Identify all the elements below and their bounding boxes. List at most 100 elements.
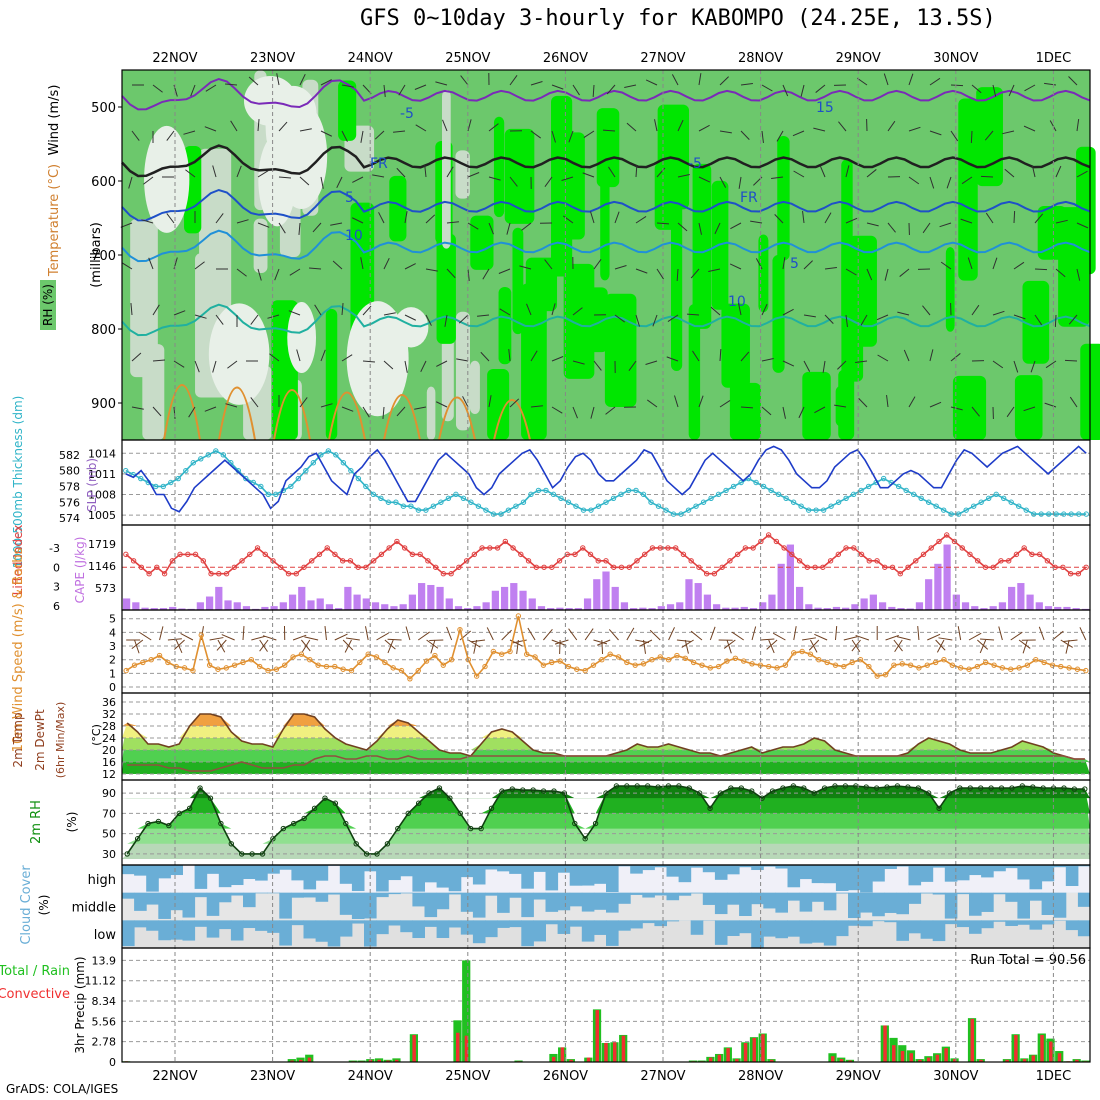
cloud-fill xyxy=(606,892,619,913)
cloud-fill xyxy=(630,920,643,929)
cloud-fill xyxy=(497,865,510,872)
thickness-line-point xyxy=(340,460,347,466)
wind-barb xyxy=(446,166,454,178)
contour-label: 10 xyxy=(345,228,363,244)
wind-barb xyxy=(635,314,640,327)
wind-barb xyxy=(526,303,532,316)
lifted-index-line-point xyxy=(409,551,416,558)
lifted-index-line-point xyxy=(944,532,950,538)
wind-barb xyxy=(288,310,301,316)
lifted-index-line-point xyxy=(1021,545,1027,551)
precip-tick: 11.12 xyxy=(85,975,117,988)
cloud-fill xyxy=(956,920,970,928)
cape-bar xyxy=(639,607,647,610)
thickness-line-point xyxy=(1046,511,1052,517)
rh-patch xyxy=(958,98,978,281)
wind-barb xyxy=(551,356,564,362)
rh-tick: 30 xyxy=(102,848,116,861)
lifted-index-line-point xyxy=(572,551,578,558)
lifted-index-line-point xyxy=(951,538,958,545)
lifted-index-line-point xyxy=(998,558,1004,564)
wind-speed-line-point xyxy=(123,667,129,674)
legend-slp: SLP (mb) xyxy=(85,458,99,512)
lifted-index-line-point xyxy=(680,551,687,558)
rh-line-point xyxy=(925,790,932,796)
thickness-line-point xyxy=(123,467,129,474)
cloud-fill xyxy=(618,892,631,904)
cape-bar xyxy=(1063,606,1071,610)
wind-tick: 1 xyxy=(109,667,116,680)
wind-barb xyxy=(929,176,935,189)
cape-bar xyxy=(630,608,638,610)
wind-barb xyxy=(654,119,658,132)
wind-speed-line-point xyxy=(582,667,588,674)
cape-bar xyxy=(906,608,914,610)
rh-patch xyxy=(287,302,317,374)
cloud-fill xyxy=(666,865,680,877)
thickness-line-point xyxy=(760,483,767,490)
lifted-index-line-point xyxy=(471,551,478,558)
cape-bar xyxy=(795,586,804,610)
wind-barb xyxy=(278,222,286,234)
thickness-line-point xyxy=(295,475,302,482)
cloud-fill xyxy=(1053,865,1067,868)
lifted-index-line-point xyxy=(494,545,501,551)
cloud-fill xyxy=(642,920,655,924)
wind-barb xyxy=(686,313,700,316)
rh-patch xyxy=(573,287,608,353)
wind-barb xyxy=(690,630,703,641)
precip-conv-bar xyxy=(717,1054,722,1062)
wind-barb xyxy=(803,314,816,318)
temperature-contour-warm xyxy=(218,386,256,441)
cloud-fill xyxy=(218,865,232,888)
date-label-bottom: 25NOV xyxy=(445,1069,490,1084)
cloud-fill xyxy=(823,892,837,911)
lifted-index-line-point xyxy=(309,558,315,564)
wind-speed-line-point xyxy=(265,667,271,674)
rh-patch xyxy=(721,303,750,388)
wind-barb xyxy=(488,222,494,235)
wind-barb xyxy=(471,639,486,643)
thickness-line-point xyxy=(738,479,744,486)
cloud-row-label: middle xyxy=(72,901,116,916)
thickness-line-point xyxy=(153,483,159,490)
precip-conv-bar xyxy=(761,1034,765,1062)
wind-barb xyxy=(1034,314,1043,326)
cloud-fill xyxy=(315,920,329,942)
date-label-bottom: 1DEC xyxy=(1036,1069,1072,1084)
wind-barb xyxy=(761,303,768,316)
cape-bar xyxy=(703,594,712,610)
wind-barb xyxy=(332,260,343,270)
wind-barb xyxy=(819,165,826,178)
wind-barb xyxy=(903,349,910,362)
cloud-fill xyxy=(424,892,438,918)
wind-speed-line-point xyxy=(824,659,830,666)
cloud-fill xyxy=(872,865,885,882)
thickness-line-point xyxy=(535,487,542,494)
rh-line-point xyxy=(894,783,901,789)
wind-barb xyxy=(572,307,583,316)
cloud-fill xyxy=(702,865,716,873)
wind-speed-line-point xyxy=(148,656,154,663)
rh-patch xyxy=(426,386,436,440)
wind-speed-line-point xyxy=(866,663,872,670)
wind-barb xyxy=(521,222,532,231)
cloud-fill xyxy=(714,865,728,880)
lifted-index-line-point xyxy=(843,545,849,551)
cloud-fill xyxy=(376,920,389,935)
wind-tick: 4 xyxy=(109,626,116,639)
cape-bar xyxy=(832,606,841,610)
cape-bar xyxy=(454,606,463,610)
wind-speed-line-point xyxy=(1074,666,1081,672)
cloud-fill xyxy=(255,865,268,881)
precip-conv-bar xyxy=(743,1042,748,1062)
rh-patch xyxy=(325,308,338,440)
chart-title: GFS 0~10day 3-hourly for KABOMPO (24.25E… xyxy=(360,6,996,31)
cloud-fill xyxy=(230,865,244,886)
rh-line-point xyxy=(353,841,359,847)
cloud-fill xyxy=(811,865,825,884)
cape-bar xyxy=(593,579,601,610)
cloud-fill xyxy=(134,892,147,911)
cloud-fill xyxy=(993,892,1006,895)
rh-line-point xyxy=(915,785,921,791)
